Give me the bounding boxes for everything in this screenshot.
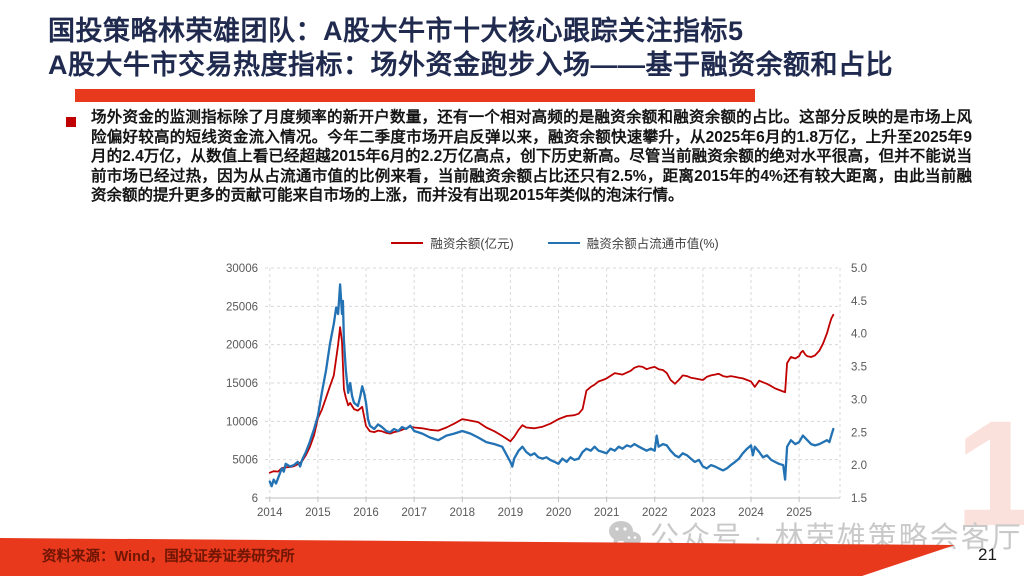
svg-text:10006: 10006 bbox=[226, 416, 258, 428]
svg-text:3.5: 3.5 bbox=[851, 362, 867, 374]
title-line-1: 国投策略林荣雄团队：A股大牛市十大核心跟踪关注指标5 bbox=[48, 16, 744, 46]
svg-text:4.0: 4.0 bbox=[851, 329, 867, 341]
svg-text:2.0: 2.0 bbox=[851, 460, 867, 472]
line-chart: 6 5006 10006 15006 20006 25006 30006 1.5 2.0 2.5 3… bbox=[215, 252, 895, 542]
svg-text:2019: 2019 bbox=[498, 507, 524, 519]
svg-text:5.0: 5.0 bbox=[851, 263, 867, 275]
svg-text:6: 6 bbox=[252, 493, 258, 505]
source-note: 资料来源：Wind，国投证券证券研究所 bbox=[42, 549, 295, 565]
title-line-2: A股大牛市交易热度指标：场外资金跑步入场——基于融资余额和占比 bbox=[48, 50, 893, 80]
chart-legend: 融资余额(亿元) 融资余额占流通市值(%) bbox=[215, 233, 895, 252]
svg-text:2020: 2020 bbox=[546, 507, 572, 519]
background-digit: 1 bbox=[955, 389, 1024, 557]
svg-text:2021: 2021 bbox=[594, 507, 620, 519]
body-paragraph: 场外资金的监测指标除了月度频率的新开户数量，还有一个相对高频的是融资余额和融资余… bbox=[91, 109, 972, 204]
legend-item-margin-ratio: 融资余额占流通市值(%) bbox=[547, 233, 719, 252]
bullet-square-icon bbox=[66, 117, 76, 127]
svg-text:2017: 2017 bbox=[401, 507, 427, 519]
svg-text:4.5: 4.5 bbox=[851, 296, 867, 308]
svg-text:2.5: 2.5 bbox=[851, 427, 867, 439]
svg-text:2022: 2022 bbox=[642, 507, 668, 519]
svg-text:15006: 15006 bbox=[226, 378, 258, 390]
svg-text:2015: 2015 bbox=[305, 507, 331, 519]
svg-text:25006: 25006 bbox=[226, 301, 258, 313]
page-number: 21 bbox=[978, 545, 997, 564]
legend-label-margin-ratio: 融资余额占流通市值(%) bbox=[586, 237, 719, 251]
svg-text:3.0: 3.0 bbox=[851, 394, 867, 406]
svg-text:1.5: 1.5 bbox=[851, 493, 867, 505]
chart-canvas: 6 5006 10006 15006 20006 25006 30006 1.5 2.0 2.5 3… bbox=[226, 263, 867, 519]
body-paragraph-row: 场外资金的监测指标除了月度频率的新开户数量，还有一个相对高频的是融资余额和融资余… bbox=[66, 108, 972, 206]
svg-text:2018: 2018 bbox=[449, 507, 475, 519]
footer-band: 资料来源：Wind，国投证券证券研究所 bbox=[0, 538, 955, 576]
title-accent-bar bbox=[75, 89, 755, 102]
page-title: 国投策略林荣雄团队：A股大牛市十大核心跟踪关注指标5 A股大牛市交易热度指标：场… bbox=[48, 14, 893, 82]
svg-text:30006: 30006 bbox=[226, 263, 258, 275]
svg-text:2025: 2025 bbox=[786, 507, 812, 519]
legend-swatch-red-line bbox=[391, 241, 424, 244]
svg-text:2016: 2016 bbox=[353, 507, 379, 519]
svg-text:5006: 5006 bbox=[232, 455, 258, 467]
legend-swatch-blue-line bbox=[547, 241, 580, 244]
legend-label-margin-balance: 融资余额(亿元) bbox=[430, 237, 514, 251]
svg-text:2023: 2023 bbox=[690, 507, 716, 519]
svg-text:20006: 20006 bbox=[226, 340, 258, 352]
svg-text:2024: 2024 bbox=[738, 507, 764, 519]
svg-text:2014: 2014 bbox=[257, 507, 283, 519]
legend-item-margin-balance: 融资余额(亿元) bbox=[391, 233, 514, 252]
